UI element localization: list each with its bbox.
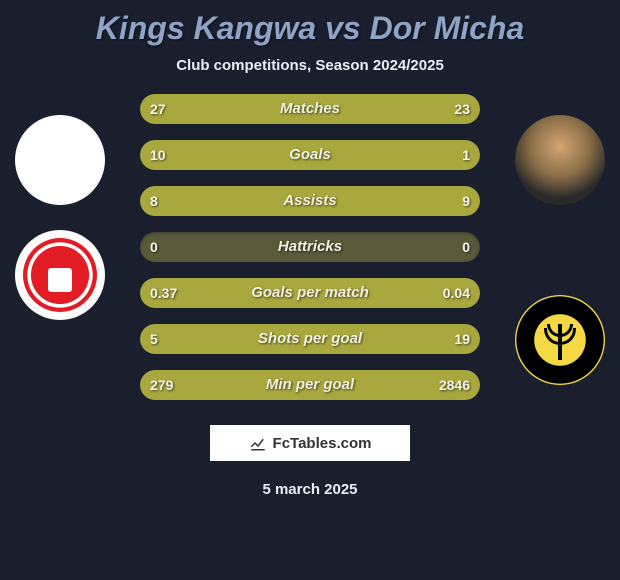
stat-row: 0 Hattricks 0 [140, 232, 480, 262]
stat-row: 8 Assists 9 [140, 186, 480, 216]
stat-row: 10 Goals 1 [140, 140, 480, 170]
stat-label: Goals [140, 140, 480, 170]
subtitle: Club competitions, Season 2024/2025 [0, 57, 620, 74]
stat-value-right: 1 [462, 140, 470, 170]
stat-row: 27 Matches 23 [140, 94, 480, 124]
date-label: 5 march 2025 [0, 481, 620, 498]
stat-label: Assists [140, 186, 480, 216]
stat-value-right: 2846 [439, 370, 470, 400]
chart-icon [249, 434, 267, 452]
stat-value-right: 23 [454, 94, 470, 124]
stat-row: 5 Shots per goal 19 [140, 324, 480, 354]
page-title: Kings Kangwa vs Dor Micha [0, 0, 620, 47]
stats-container: 27 Matches 23 10 Goals 1 8 Assists 9 0 H… [0, 94, 620, 400]
stat-value-right: 0 [462, 232, 470, 262]
stat-value-right: 9 [462, 186, 470, 216]
footer-label: FcTables.com [273, 435, 372, 452]
stat-value-right: 19 [454, 324, 470, 354]
stat-label: Hattricks [140, 232, 480, 262]
stat-label: Goals per match [140, 278, 480, 308]
stat-value-right: 0.04 [443, 278, 470, 308]
stat-row: 279 Min per goal 2846 [140, 370, 480, 400]
stat-label: Shots per goal [140, 324, 480, 354]
stat-label: Matches [140, 94, 480, 124]
stat-row: 0.37 Goals per match 0.04 [140, 278, 480, 308]
footer-attribution: FcTables.com [210, 425, 410, 461]
stat-label: Min per goal [140, 370, 480, 400]
